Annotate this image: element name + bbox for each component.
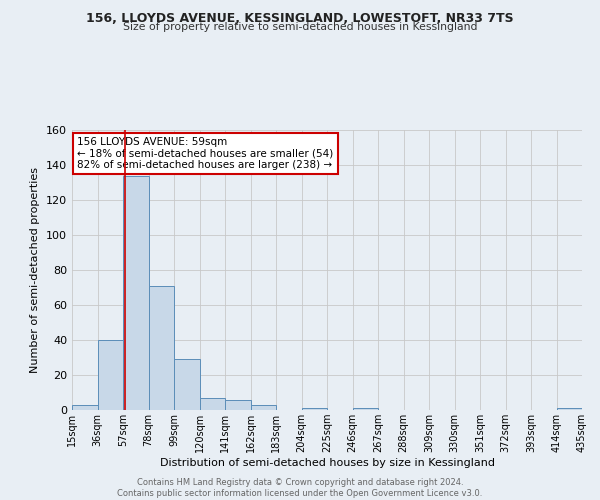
Bar bbox=[302, 408, 327, 410]
Text: 156, LLOYDS AVENUE, KESSINGLAND, LOWESTOFT, NR33 7TS: 156, LLOYDS AVENUE, KESSINGLAND, LOWESTO… bbox=[86, 12, 514, 26]
Bar bbox=[72, 405, 97, 410]
Bar bbox=[225, 400, 251, 410]
Bar bbox=[149, 286, 174, 410]
Bar bbox=[199, 398, 225, 410]
Bar bbox=[251, 405, 276, 410]
Bar bbox=[123, 176, 149, 410]
Text: Contains HM Land Registry data © Crown copyright and database right 2024.
Contai: Contains HM Land Registry data © Crown c… bbox=[118, 478, 482, 498]
Y-axis label: Number of semi-detached properties: Number of semi-detached properties bbox=[31, 167, 40, 373]
Bar bbox=[557, 408, 582, 410]
X-axis label: Distribution of semi-detached houses by size in Kessingland: Distribution of semi-detached houses by … bbox=[160, 458, 494, 468]
Text: Size of property relative to semi-detached houses in Kessingland: Size of property relative to semi-detach… bbox=[123, 22, 477, 32]
Bar bbox=[174, 359, 199, 410]
Bar bbox=[353, 408, 378, 410]
Text: 156 LLOYDS AVENUE: 59sqm
← 18% of semi-detached houses are smaller (54)
82% of s: 156 LLOYDS AVENUE: 59sqm ← 18% of semi-d… bbox=[77, 137, 334, 170]
Bar bbox=[97, 340, 123, 410]
